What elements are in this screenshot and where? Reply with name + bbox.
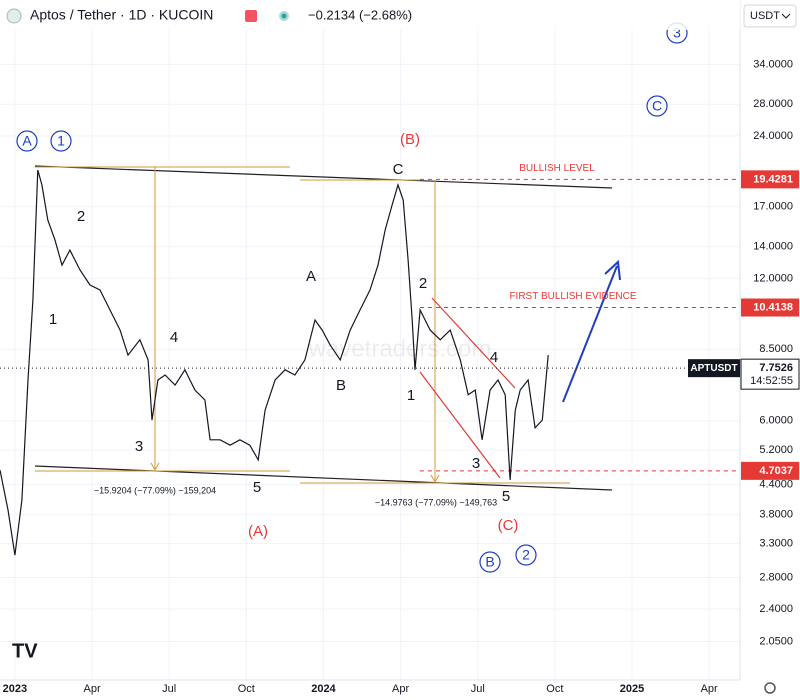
wave-label: C <box>652 98 662 114</box>
wave-label: 1 <box>49 311 57 328</box>
y-tick-label: 5.2000 <box>759 444 793 456</box>
wave-label: 4 <box>490 349 498 366</box>
price-axis <box>740 0 800 680</box>
y-tick-label: 17.0000 <box>753 201 793 213</box>
wave-label: 5 <box>253 479 261 496</box>
x-tick-label: Oct <box>546 683 563 695</box>
wave-label: 3 <box>135 438 143 455</box>
symbol-label: APTUSDT <box>690 363 737 374</box>
symbol-title: Aptos / Tether · 1D · KUCOIN <box>30 7 213 23</box>
wave-label: (C) <box>498 517 519 534</box>
y-tick-label: 4.4000 <box>759 478 793 490</box>
level-label: BULLISH LEVEL <box>519 163 595 174</box>
y-tick-label: 6.0000 <box>759 415 793 427</box>
x-tick-label: Apr <box>392 683 409 695</box>
wave-label: 3 <box>472 455 480 472</box>
axes: 34.0000 28.0000 24.0000 17.0000 14.0000 12.00… <box>3 58 800 695</box>
wave-label: 1 <box>407 387 415 404</box>
last-price: 7.7526 <box>759 362 793 374</box>
wave-label: B <box>336 377 346 394</box>
symbol-icon <box>6 8 22 24</box>
y-tick-label: 2.8000 <box>759 571 793 583</box>
wave-label: A <box>306 268 316 285</box>
y-tick-label: 8.5000 <box>759 343 793 355</box>
plot: BULLISH LEVEL FIRST BULLISH EVIDENCE −15.9… <box>0 22 740 573</box>
y-tick-label: 14.0000 <box>753 241 793 253</box>
arrow-head <box>604 259 621 281</box>
wave-label: C <box>393 161 404 178</box>
level-label: FIRST BULLISH EVIDENCE <box>509 291 636 302</box>
y-tick-label: 3.8000 <box>759 509 793 521</box>
currency[interactable]: USDT <box>750 10 780 22</box>
level-value: 19.4281 <box>753 173 793 185</box>
projection-arrow <box>562 265 618 403</box>
x-tick-label: Apr <box>701 683 718 695</box>
level-value: 4.7037 <box>759 465 793 477</box>
wave-label: A <box>22 133 32 149</box>
wave-label: 2 <box>419 275 427 292</box>
lower-trendline <box>34 465 613 491</box>
y-tick-label: 3.3000 <box>759 538 793 550</box>
wave-label: (A) <box>248 523 268 540</box>
tv-logo: TV <box>12 640 38 662</box>
market-status <box>245 10 257 22</box>
wave-circle <box>646 95 668 117</box>
price-change: −0.2134 (−2.68%) <box>308 7 412 22</box>
last-price-tag <box>740 358 800 390</box>
settings-icon[interactable] <box>764 682 776 694</box>
wave-label: B <box>485 554 494 570</box>
price-line <box>0 169 549 556</box>
measure-arrow <box>430 474 440 484</box>
channel-line <box>431 297 516 389</box>
x-tick-label: Oct <box>238 683 255 695</box>
wave-circle <box>50 130 72 152</box>
wave-label: 1 <box>57 133 65 149</box>
wave-label: 3 <box>673 25 681 41</box>
level-value: 10.4138 <box>753 301 793 313</box>
wave-circle <box>479 551 501 573</box>
y-tick-label: 2.4000 <box>759 603 793 615</box>
grid <box>0 0 740 680</box>
wave-label: 4 <box>170 329 178 346</box>
y-tick-label: 28.0000 <box>753 98 793 110</box>
countdown: 14:52:55 <box>750 375 793 387</box>
y-tick-label: 12.0000 <box>753 272 793 284</box>
y-tick-label: 2.0500 <box>759 635 793 647</box>
header <box>0 0 740 30</box>
measure-arrow <box>150 462 160 472</box>
wave-label: 2 <box>77 208 85 225</box>
symbol-tag <box>688 359 740 378</box>
measurement-label: −14.9763 (−77.09%) −149,763 <box>375 497 497 507</box>
wave-label: 2 <box>522 547 530 563</box>
x-tick-label: 2025 <box>620 683 644 695</box>
wave-circle <box>16 130 38 152</box>
level-tag <box>741 298 799 317</box>
watermark: wavetraders.com <box>308 335 492 362</box>
time-axis <box>0 680 800 700</box>
x-tick-label: 2023 <box>3 683 27 695</box>
measurement-label: −15.9204 (−77.09%) −159,204 <box>94 485 216 495</box>
channel-line <box>419 371 501 479</box>
wave-label: 5 <box>502 488 510 505</box>
y-tick-label: 34.0000 <box>753 58 793 70</box>
wave-circle <box>515 544 537 566</box>
level-tag <box>741 461 799 480</box>
pattern-lines <box>34 165 621 491</box>
status-dot <box>281 13 287 19</box>
wave-label: (B) <box>400 131 420 148</box>
x-tick-label: Jul <box>162 683 176 695</box>
upper-trendline <box>34 165 613 189</box>
x-tick-label: 2024 <box>311 683 336 695</box>
x-tick-label: Apr <box>83 683 100 695</box>
currency-button[interactable] <box>743 4 797 28</box>
dropdown-icon <box>781 13 791 19</box>
y-tick-label: 24.0000 <box>753 130 793 142</box>
x-tick-label: Jul <box>471 683 485 695</box>
level-tag <box>741 170 799 189</box>
